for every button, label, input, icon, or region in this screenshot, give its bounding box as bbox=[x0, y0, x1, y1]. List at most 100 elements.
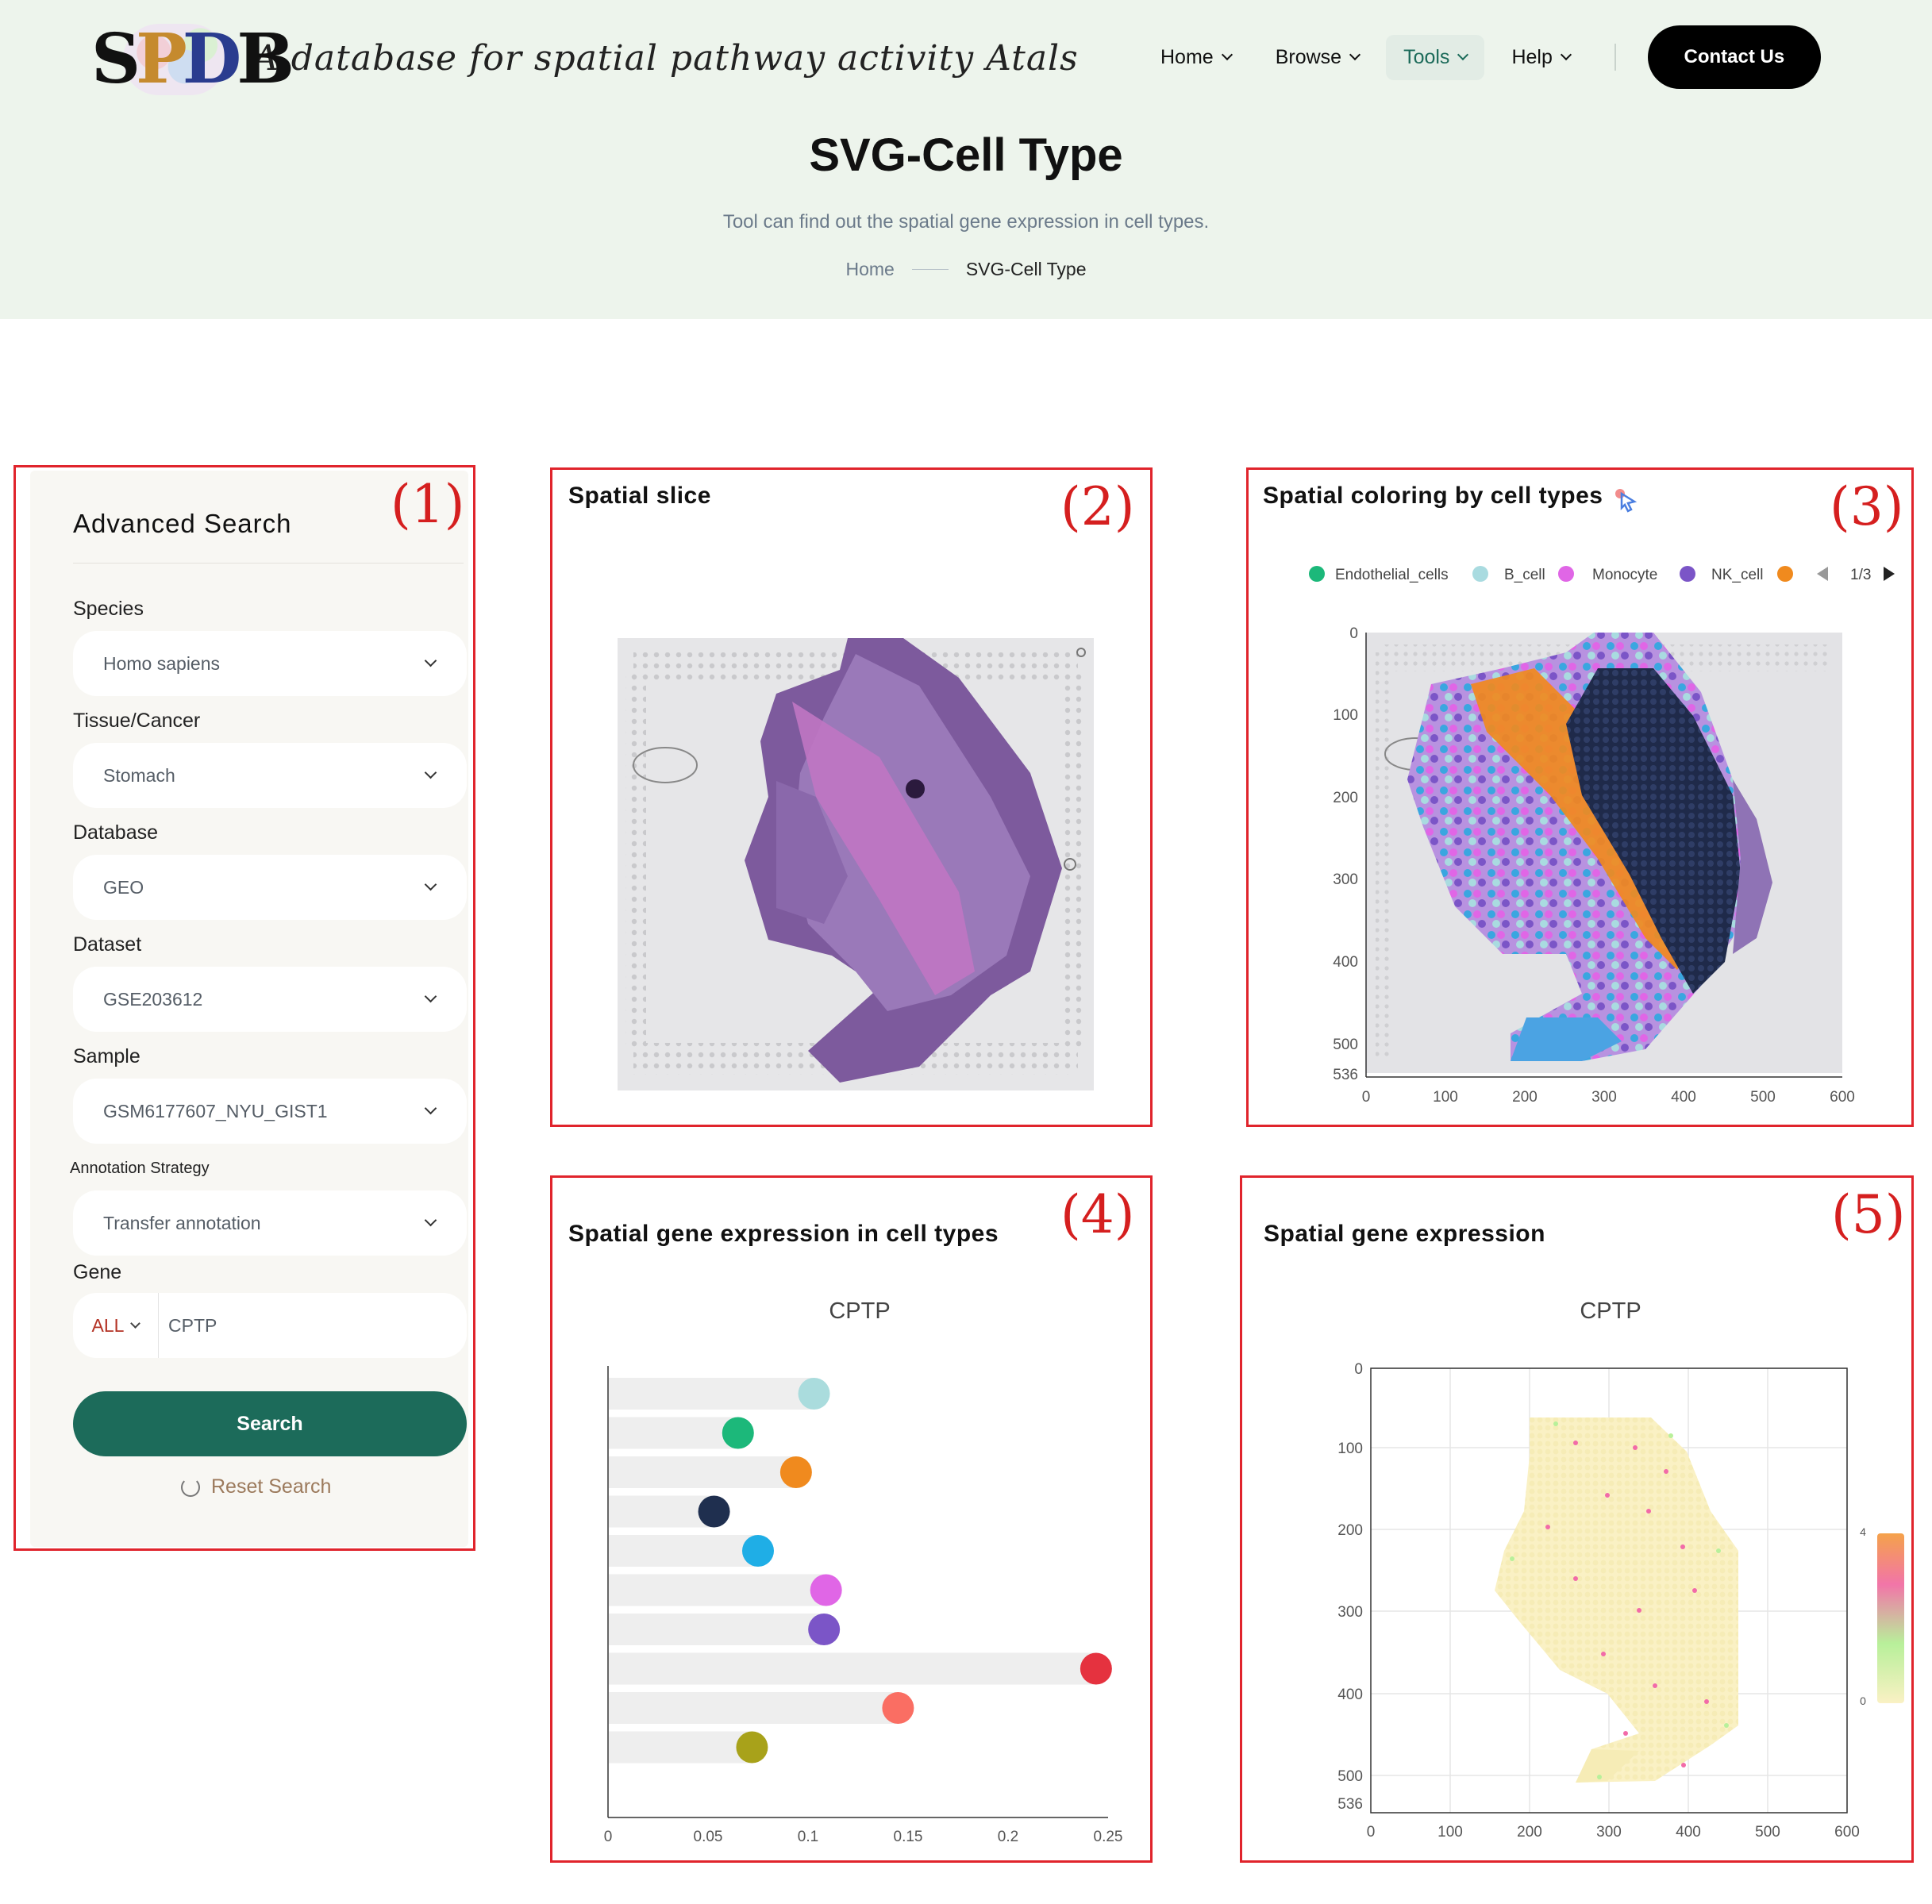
gene-input[interactable] bbox=[159, 1314, 445, 1337]
y-axis-ticks: 0 100 200 300 400 500 536 bbox=[1337, 1361, 1363, 1813]
legend-item[interactable]: NK_cell bbox=[1680, 566, 1763, 583]
x-tick-label: 0.1 bbox=[798, 1829, 818, 1845]
x-axis-ticks: 0 0.05 0.1 0.15 0.2 0.25 bbox=[604, 1829, 1123, 1845]
y-axis-ticks: 0 100 200 300 400 500 536 bbox=[1333, 625, 1358, 1083]
y-tick-label: 100 bbox=[1333, 707, 1358, 724]
data-point[interactable] bbox=[779, 1456, 812, 1488]
legend-item[interactable] bbox=[1777, 566, 1793, 582]
database-value: GEO bbox=[103, 876, 144, 898]
legend-item[interactable]: Monocyte bbox=[1558, 566, 1657, 583]
bar-track bbox=[609, 1535, 759, 1567]
dataset-select[interactable]: GSE203612 bbox=[73, 967, 467, 1032]
sample-label: Sample bbox=[73, 1045, 140, 1067]
plot-frame bbox=[1370, 1367, 1848, 1814]
chart-title: CPTP bbox=[1580, 1298, 1641, 1324]
legend-swatch bbox=[1472, 566, 1488, 582]
contact-us-button[interactable]: Contact Us bbox=[1647, 25, 1821, 89]
species-select[interactable]: Homo sapiens bbox=[73, 631, 467, 696]
nav-home[interactable]: Home bbox=[1143, 35, 1249, 80]
x-tick-label: 0 bbox=[1362, 1089, 1371, 1106]
low-expression-spots bbox=[1510, 1421, 1729, 1779]
data-point[interactable] bbox=[808, 1614, 841, 1645]
annotation-strategy-label: Annotation Strategy bbox=[70, 1160, 210, 1177]
panel-number: (3) bbox=[1830, 476, 1904, 537]
data-points bbox=[698, 1378, 1112, 1764]
chart-title: CPTP bbox=[829, 1298, 890, 1324]
x-tick-label: 500 bbox=[1755, 1824, 1780, 1841]
data-point[interactable] bbox=[882, 1692, 914, 1724]
dataset-label: Dataset bbox=[73, 933, 142, 956]
chevron-down-icon bbox=[424, 990, 437, 1003]
color-scale-bar[interactable] bbox=[1877, 1533, 1904, 1703]
species-label: Species bbox=[73, 598, 144, 620]
data-point[interactable] bbox=[798, 1378, 830, 1410]
page-subtitle: Tool can find out the spatial gene expre… bbox=[722, 211, 1210, 233]
x-tick-label: 100 bbox=[1433, 1089, 1458, 1106]
breadcrumb-separator bbox=[911, 268, 949, 271]
nav-tools[interactable]: Tools bbox=[1386, 34, 1485, 80]
bar-track bbox=[609, 1495, 715, 1528]
x-tick-label: 500 bbox=[1750, 1089, 1776, 1106]
refresh-icon bbox=[181, 1477, 200, 1497]
cell-type-plot: 0 100 200 300 400 500 600 0 100 200 300 … bbox=[1333, 625, 1855, 1106]
legend-item[interactable]: B_cell bbox=[1472, 566, 1545, 583]
legend-item[interactable]: Endothelial_cells bbox=[1309, 566, 1449, 583]
search-button[interactable]: Search bbox=[73, 1391, 467, 1456]
nav-browse[interactable]: Browse bbox=[1258, 35, 1376, 80]
bar-track bbox=[609, 1417, 739, 1449]
x-tick-label: 0.25 bbox=[1094, 1829, 1123, 1845]
tissue-select[interactable]: Stomach bbox=[73, 743, 467, 808]
x-tick-label: 0 bbox=[604, 1829, 613, 1845]
y-tick-label: 536 bbox=[1337, 1796, 1363, 1813]
legend-page: 1/3 bbox=[1850, 567, 1871, 583]
breadcrumb-home[interactable]: Home bbox=[845, 259, 895, 279]
x-tick-label: 300 bbox=[1591, 1089, 1617, 1106]
reset-search-button[interactable]: Reset Search bbox=[181, 1475, 331, 1498]
x-tick-label: 100 bbox=[1437, 1824, 1463, 1841]
legend-swatch bbox=[1680, 566, 1695, 582]
legend-label: Endothelial_cells bbox=[1335, 567, 1449, 583]
gene-expression-plot: CPTP 0 100 200 300 400 bbox=[1337, 1298, 1904, 1841]
gene-scope-value: ALL bbox=[91, 1314, 125, 1336]
reset-search-label: Reset Search bbox=[211, 1475, 332, 1498]
data-point[interactable] bbox=[1080, 1652, 1112, 1685]
chevron-down-icon bbox=[1457, 48, 1469, 61]
tissue-value: Stomach bbox=[103, 764, 175, 786]
x-tick-label: 200 bbox=[1512, 1089, 1538, 1106]
gene-expression-panel: Spatial gene expression (5) CPTP bbox=[1240, 1175, 1914, 1863]
data-point[interactable] bbox=[698, 1495, 730, 1528]
tissue-label: Tissue/Cancer bbox=[73, 710, 201, 732]
legend-prev-icon[interactable] bbox=[1817, 567, 1828, 581]
data-point[interactable] bbox=[722, 1417, 754, 1449]
x-tick-label: 0 bbox=[1367, 1824, 1376, 1841]
cell-type-legend: Endothelial_cells B_cell Monocyte NK_cel… bbox=[1309, 566, 1895, 583]
logo-mark: SPDB bbox=[91, 19, 294, 99]
annotation-strategy-value: Transfer annotation bbox=[103, 1212, 261, 1233]
site-logo[interactable]: SPDB A database for spatial pathway acti… bbox=[91, 14, 1079, 102]
sample-select[interactable]: GSM6177607_NYU_GIST1 bbox=[73, 1079, 467, 1144]
annotation-strategy-select[interactable]: Transfer annotation bbox=[73, 1190, 467, 1256]
spatial-coloring-title: Spatial coloring by cell types bbox=[1263, 483, 1603, 509]
bar-track bbox=[609, 1574, 827, 1606]
x-tick-label: 300 bbox=[1596, 1824, 1622, 1841]
breadcrumb: Home SVG-Cell Type bbox=[0, 259, 1932, 280]
y-tick-label: 300 bbox=[1333, 871, 1358, 888]
data-point[interactable] bbox=[742, 1535, 774, 1567]
nav-divider bbox=[1614, 44, 1616, 71]
main-nav: Home Browse Tools Help Contact Us bbox=[1143, 25, 1821, 89]
cursor-icon[interactable] bbox=[1612, 486, 1639, 513]
legend-swatch bbox=[1309, 566, 1325, 582]
gene-scope-dropdown[interactable]: ALL bbox=[73, 1293, 159, 1358]
data-point[interactable] bbox=[810, 1574, 842, 1606]
x-axis-ticks: 0 100 200 300 400 500 600 bbox=[1367, 1824, 1860, 1841]
legend-next-icon[interactable] bbox=[1884, 567, 1895, 581]
bar-track bbox=[609, 1692, 899, 1724]
nav-help[interactable]: Help bbox=[1494, 35, 1587, 80]
spatial-slice-panel: Spatial slice (2) bbox=[550, 467, 1153, 1127]
x-tick-label: 0.15 bbox=[894, 1829, 923, 1845]
y-tick-label: 0 bbox=[1349, 625, 1358, 642]
gene-search-box: ALL bbox=[73, 1293, 467, 1358]
expression-spots bbox=[1545, 1441, 1709, 1767]
database-select[interactable]: GEO bbox=[73, 855, 467, 920]
data-point[interactable] bbox=[736, 1731, 768, 1764]
